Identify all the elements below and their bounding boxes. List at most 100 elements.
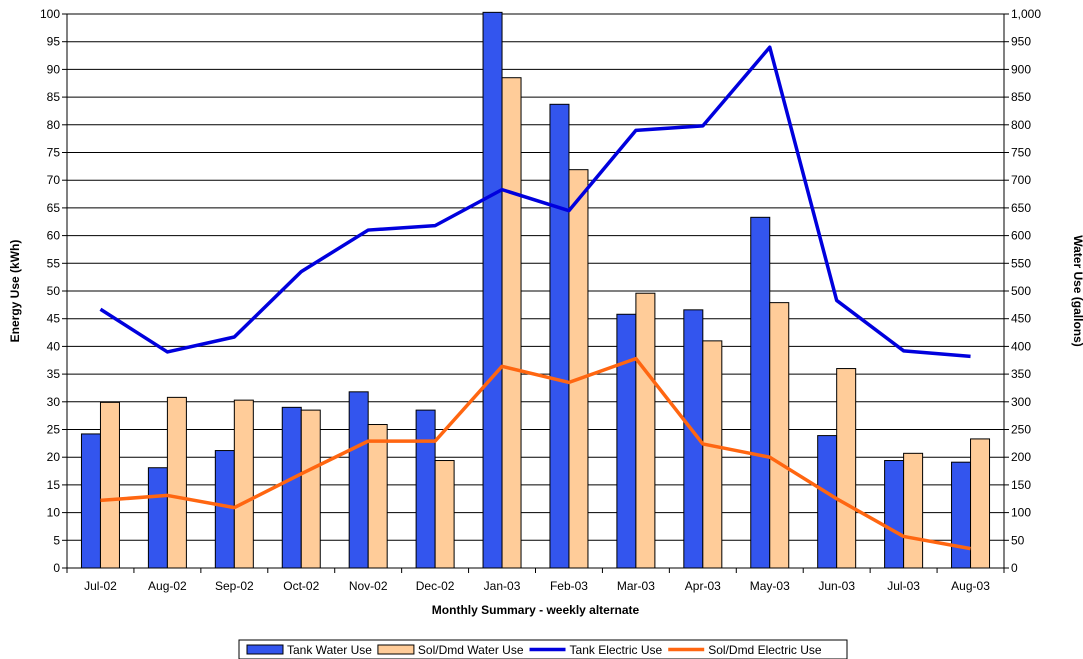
bar-tank-water-use xyxy=(817,435,838,569)
bar-sol-dmd-water-use xyxy=(970,438,991,569)
bar-sol-dmd-water-use xyxy=(99,401,120,569)
left-tick-label: 40 xyxy=(47,339,61,353)
x-tick-label: Apr-03 xyxy=(685,579,721,593)
bar-tank-water-use xyxy=(884,460,905,569)
x-tick-label: Feb-03 xyxy=(550,579,588,593)
right-tick-label: 950 xyxy=(1011,35,1031,49)
legend-label: Tank Electric Use xyxy=(570,643,663,657)
x-tick-label: Oct-02 xyxy=(283,579,319,593)
right-y-axis: 0 50 100 150 200 250 300 350 400 450 500 550 600 650 7… xyxy=(1004,7,1041,575)
bar-sol-dmd-water-use xyxy=(300,409,321,569)
left-tick-label: 95 xyxy=(47,35,61,49)
bar-sol-dmd-water-use xyxy=(501,77,522,569)
left-tick-label: 10 xyxy=(47,506,61,520)
right-tick-label: 800 xyxy=(1011,118,1031,132)
left-tick-label: 35 xyxy=(47,367,61,381)
bar-tank-water-use xyxy=(616,313,637,569)
bar-tank-water-use xyxy=(214,450,235,569)
left-y-axis: 0 5 10 15 20 25 30 35 40 45 50 55 60 65 70 75 80 85 90 95 10… xyxy=(40,7,67,575)
x-axis: Jul-02 Aug-02 Sep-02 Oct-02 Nov-02 Dec-02 Jan-… xyxy=(66,568,1005,593)
legend-label: Sol/Dmd Water Use xyxy=(418,643,524,657)
right-tick-label: 650 xyxy=(1011,201,1031,215)
bar-sol-dmd-water-use xyxy=(434,460,455,569)
x-tick-label: Sep-02 xyxy=(215,579,254,593)
bar-sol-dmd-water-use xyxy=(233,399,254,569)
legend-swatch xyxy=(246,644,284,655)
left-tick-label: 45 xyxy=(47,312,61,326)
bar-sol-dmd-water-use xyxy=(166,396,187,569)
left-tick-label: 30 xyxy=(47,395,61,409)
left-y-axis-title: Energy Use (kWh) xyxy=(8,240,22,343)
right-tick-label: 450 xyxy=(1011,312,1031,326)
right-tick-label: 400 xyxy=(1011,339,1031,353)
left-tick-label: 50 xyxy=(47,284,61,298)
bar-tank-water-use xyxy=(281,406,302,569)
x-tick-label: Jul-03 xyxy=(887,579,920,593)
bar-tank-water-use xyxy=(951,461,972,569)
x-axis-title: Monthly Summary - weekly alternate xyxy=(432,603,640,617)
line-tank-electric-use xyxy=(99,45,971,359)
legend-label: Tank Water Use xyxy=(287,643,372,657)
right-tick-label: 600 xyxy=(1011,229,1031,243)
left-tick-label: 60 xyxy=(47,229,61,243)
legend-swatch xyxy=(377,644,415,655)
right-tick-label: 100 xyxy=(1011,506,1031,520)
left-tick-label: 65 xyxy=(47,201,61,215)
bar-sol-dmd-water-use xyxy=(568,169,589,569)
bar-tank-water-use xyxy=(147,467,168,569)
right-tick-label: 0 xyxy=(1011,561,1018,575)
bar-sol-dmd-water-use xyxy=(635,292,656,569)
right-tick-label: 350 xyxy=(1011,367,1031,381)
left-tick-label: 80 xyxy=(47,118,61,132)
left-tick-label: 55 xyxy=(47,256,61,270)
bar-sol-dmd-water-use xyxy=(903,452,924,569)
x-tick-label: Jan-03 xyxy=(484,579,521,593)
right-tick-label: 150 xyxy=(1011,478,1031,492)
left-tick-label: 25 xyxy=(47,423,61,437)
right-tick-label: 50 xyxy=(1011,533,1025,547)
x-tick-label: Aug-02 xyxy=(148,579,187,593)
x-tick-label: Jun-03 xyxy=(818,579,855,593)
bar-tank-water-use xyxy=(482,11,503,569)
line-sol-dmd-electric-use xyxy=(100,356,971,551)
right-tick-label: 200 xyxy=(1011,450,1031,464)
right-tick-label: 750 xyxy=(1011,146,1031,160)
bar-tank-water-use xyxy=(415,409,436,569)
right-tick-label: 500 xyxy=(1011,284,1031,298)
left-tick-label: 75 xyxy=(47,146,61,160)
bars-group xyxy=(80,11,991,569)
left-tick-label: 5 xyxy=(53,533,60,547)
bar-tank-water-use xyxy=(750,216,771,569)
bar-sol-dmd-water-use xyxy=(367,424,388,569)
bar-tank-water-use xyxy=(348,391,369,569)
right-tick-label: 300 xyxy=(1011,395,1031,409)
x-tick-label: Dec-02 xyxy=(416,579,455,593)
bar-tank-water-use xyxy=(80,433,101,569)
left-tick-label: 85 xyxy=(47,90,61,104)
right-tick-label: 700 xyxy=(1011,173,1031,187)
x-tick-label: Nov-02 xyxy=(349,579,388,593)
right-tick-label: 550 xyxy=(1011,256,1031,270)
left-tick-label: 0 xyxy=(53,561,60,575)
right-tick-label: 900 xyxy=(1011,62,1031,76)
lines-group xyxy=(99,45,971,551)
bar-sol-dmd-water-use xyxy=(702,340,723,569)
x-tick-label: Jul-02 xyxy=(84,579,117,593)
left-tick-label: 90 xyxy=(47,62,61,76)
bar-sol-dmd-water-use xyxy=(769,302,790,569)
bar-tank-water-use xyxy=(549,103,570,569)
x-tick-label: Aug-03 xyxy=(951,579,990,593)
right-tick-label: 1,000 xyxy=(1011,7,1041,21)
right-y-axis-title: Water Use (gallons) xyxy=(1071,235,1083,347)
legend-label: Sol/Dmd Electric Use xyxy=(708,643,822,657)
bar-sol-dmd-water-use xyxy=(836,368,857,569)
left-tick-label: 100 xyxy=(40,7,60,21)
right-tick-label: 250 xyxy=(1011,423,1031,437)
left-tick-label: 15 xyxy=(47,478,61,492)
x-tick-label: May-03 xyxy=(750,579,790,593)
right-tick-label: 850 xyxy=(1011,90,1031,104)
x-tick-label: Mar-03 xyxy=(617,579,655,593)
left-tick-label: 20 xyxy=(47,450,61,464)
left-tick-label: 70 xyxy=(47,173,61,187)
